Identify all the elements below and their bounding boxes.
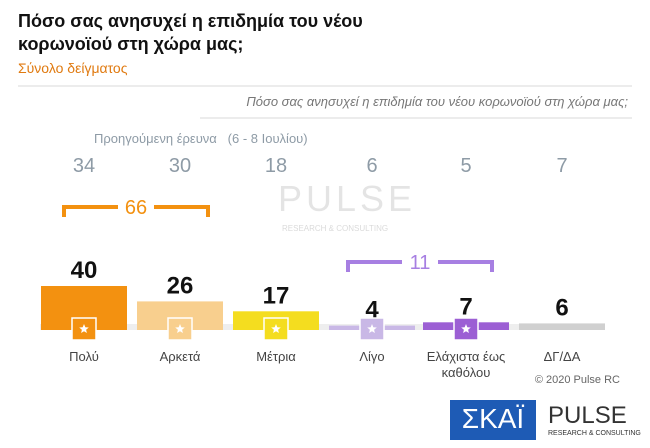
bracket-label: 11 bbox=[410, 252, 431, 274]
icon-star bbox=[461, 324, 471, 333]
icon-star bbox=[175, 324, 185, 333]
value-label: 7 bbox=[459, 293, 472, 320]
logo-right: PULSE bbox=[548, 402, 627, 429]
watermark-sub: RESEARCH & CONSULTING bbox=[282, 224, 389, 233]
x-tick-label: Ελάχιστα έως καθόλου bbox=[426, 349, 506, 380]
x-tick-label: Μέτρια bbox=[256, 349, 296, 364]
x-tick-label: Λίγο bbox=[359, 349, 385, 364]
previous-label: Προηγούμενη έρευνα (6 - 8 Ιουλίου) bbox=[94, 131, 308, 146]
previous-value: 18 bbox=[265, 155, 287, 177]
previous-value: 6 bbox=[366, 155, 377, 177]
bracket-bg bbox=[118, 197, 154, 217]
previous-value: 34 bbox=[73, 155, 95, 177]
logo-box bbox=[450, 400, 536, 440]
icon-star bbox=[271, 324, 281, 333]
question: Πόσο σας ανησυχεί η επιδημία του νέου κο… bbox=[246, 94, 628, 109]
icon-star bbox=[79, 324, 89, 333]
x-tick-label: Αρκετά bbox=[159, 349, 201, 364]
bracket-label: 66 bbox=[125, 197, 147, 219]
logo-left: ΣΚΑΪ bbox=[461, 403, 525, 434]
watermark: PULSE bbox=[278, 178, 417, 219]
x-tick-label: Πολύ bbox=[69, 349, 99, 364]
value-label: 17 bbox=[263, 282, 290, 309]
copyright: © 2020 Pulse RC bbox=[534, 374, 620, 386]
value-label: 4 bbox=[365, 297, 379, 324]
previous-value: 5 bbox=[460, 155, 471, 177]
logo-right-sub: RESEARCH & CONSULTING bbox=[548, 430, 641, 437]
chart-title: Πόσο σας ανησυχεί η επιδημία του νέου κο… bbox=[18, 11, 363, 54]
icon-star bbox=[367, 324, 377, 333]
x-tick-label: ΔΓ/ΔΑ bbox=[543, 349, 581, 364]
previous-value: 7 bbox=[556, 155, 567, 177]
value-label: 6 bbox=[555, 294, 568, 321]
value-label: 40 bbox=[71, 257, 98, 284]
bracket-bg bbox=[402, 252, 438, 272]
subtitle: Σύνολο δείγματος bbox=[18, 60, 128, 76]
previous-value: 30 bbox=[169, 155, 191, 177]
value-label: 26 bbox=[167, 272, 194, 299]
bar bbox=[519, 323, 605, 330]
